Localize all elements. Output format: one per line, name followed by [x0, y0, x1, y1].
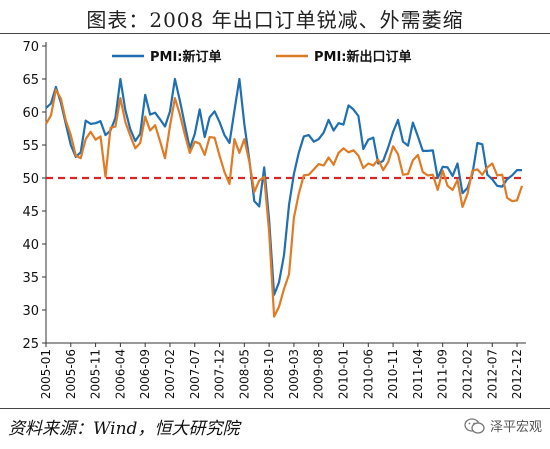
x-tick-label: 2006-09	[138, 349, 152, 399]
x-tick-label: 2005-06	[64, 349, 78, 399]
x-tick-label: 2010-01	[337, 349, 351, 399]
y-tick-label: 60	[22, 106, 39, 121]
title-divider	[0, 33, 550, 34]
x-tick-label: 2009-03	[287, 349, 301, 399]
x-tick-label: 2012-07	[485, 349, 499, 399]
series-line-new-export-orders	[45, 88, 524, 318]
x-tick-label: 2008-10	[262, 349, 276, 399]
line-chart: 25 30 35 40 45 50 55 60 65 70 2005-01 2005-06 2005-1…	[22, 40, 526, 399]
x-tick-label: 2010-06	[361, 349, 375, 399]
source-note: 资料来源：Wind，恒大研究院	[8, 419, 240, 439]
legend-label: PMI:新订单	[150, 49, 222, 65]
y-tick-label: 30	[22, 304, 39, 319]
y-tick-label: 50	[22, 172, 39, 187]
x-tick-label: 2008-05	[237, 349, 251, 399]
watermark: 泽平宏观	[464, 416, 542, 435]
x-tick-label: 2009-08	[312, 349, 326, 399]
chart-title: 图表：2008 年出口订单锐减、外需萎缩	[86, 8, 464, 32]
x-tick-label: 2007-12	[213, 349, 227, 399]
x-tick-label: 2011-04	[411, 349, 425, 399]
y-tick-label: 65	[22, 73, 39, 88]
y-tick-label: 45	[22, 205, 39, 220]
y-tick-label: 25	[22, 337, 39, 352]
x-tick-label: 2012-12	[510, 349, 524, 399]
watermark-text: 泽平宏观	[489, 420, 542, 435]
y-tick-label: 35	[22, 271, 39, 286]
legend-label: PMI:新出口订单	[314, 49, 412, 65]
x-tick-label: 2007-02	[163, 349, 177, 399]
x-tick-label: 2006-04	[113, 349, 127, 399]
footer-divider	[0, 408, 550, 409]
series-line-new-orders	[45, 77, 522, 296]
x-tick-label: 2010-11	[386, 349, 400, 399]
y-tick-label: 55	[22, 139, 39, 154]
wechat-icon	[464, 417, 485, 434]
x-tick-label: 2005-11	[89, 349, 103, 399]
x-tick-label: 2007-07	[188, 349, 202, 399]
x-tick-label: 2011-09	[436, 349, 450, 399]
legend: PMI:新订单 PMI:新出口订单	[112, 49, 412, 65]
y-tick-label: 70	[22, 40, 39, 55]
y-tick-label: 40	[22, 238, 39, 253]
axes-layer: 25 30 35 40 45 50 55 60 65 70 2005-01 2005-06 2005-1…	[22, 40, 526, 399]
x-tick-label: 2012-02	[460, 349, 474, 399]
x-tick-label: 2005-01	[39, 349, 53, 399]
series-layer	[45, 77, 524, 318]
